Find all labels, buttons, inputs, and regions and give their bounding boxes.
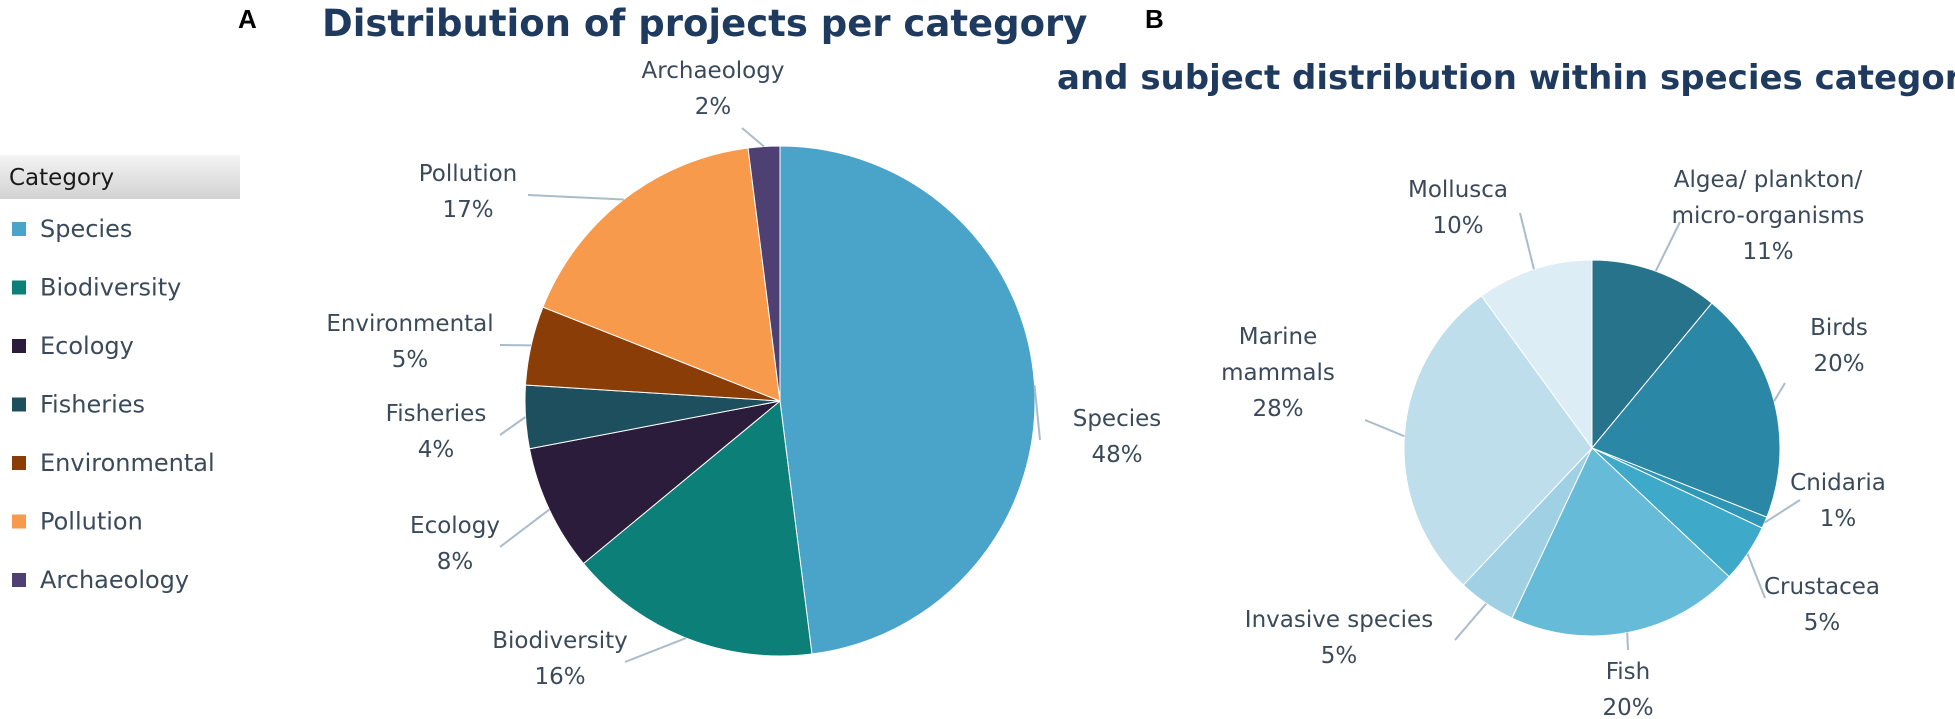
legend-swatch-ecology	[12, 339, 26, 353]
panel-letter-a: A	[238, 4, 257, 34]
pie-b-labels: Algea/ plankton/micro-organisms 11% Birds 2…	[1221, 167, 1886, 719]
legend-item-archaeology: Archaeology	[40, 566, 189, 594]
pie-b	[1403, 259, 1781, 637]
pie-a-leader-pollution	[527, 194, 624, 201]
panel-letter-b: B	[1145, 4, 1164, 34]
pie-a-value-fisheries: 4%	[418, 437, 455, 463]
pie-b-leader-algea-plankton-micro-organisms	[1654, 221, 1681, 272]
pie-a-labels: Species 48% Biodiversity 16% Ecology 8% Fisher…	[326, 58, 1161, 690]
pie-b-label-fish: Fish	[1606, 659, 1651, 685]
pie-b-leader-invasive-species	[1454, 602, 1488, 641]
pie-b-value-marine-mammals: 28%	[1252, 396, 1303, 422]
legend-item-environmental: Environmental	[40, 449, 215, 477]
pie-a	[524, 145, 1036, 657]
legend-title: Category	[9, 165, 114, 191]
legend: Category Species Biodiversity Ecology Fishe…	[0, 155, 240, 594]
pie-a-label-ecology: Ecology	[410, 513, 500, 539]
pie-a-label-biodiversity: Biodiversity	[492, 628, 627, 654]
legend-swatch-archaeology	[12, 573, 26, 587]
pie-a-leader-archaeology	[741, 127, 765, 148]
pie-b-value-cnidaria: 1%	[1820, 506, 1857, 532]
pie-a-leader-ecology	[499, 508, 550, 548]
pie-b-value-mollusca: 10%	[1432, 213, 1483, 239]
pie-a-leaders	[499, 127, 1041, 663]
legend-swatch-species	[12, 222, 26, 236]
pie-a-leader-fisheries	[499, 416, 527, 436]
pie-a-value-environmental: 5%	[392, 347, 429, 373]
pie-b-leader-marine-mammals	[1364, 419, 1405, 438]
pie-a-label-fisheries: Fisheries	[386, 401, 487, 427]
pie-a-label-pollution: Pollution	[419, 161, 518, 187]
pie-a-leader-species	[1033, 384, 1041, 441]
pie-a-value-ecology: 8%	[437, 549, 474, 575]
pie-b-label-algea-plankton-micro-organisms-line-1: Algea/ plankton/	[1674, 167, 1863, 193]
pie-b-slice-marine-mammals	[1403, 295, 1593, 586]
legend-header	[0, 155, 240, 199]
pie-b-label-cnidaria: Cnidaria	[1790, 470, 1886, 496]
pie-b-label-birds: Birds	[1810, 315, 1868, 341]
legend-swatch-biodiversity	[12, 280, 26, 295]
pie-b-leaders	[1364, 212, 1801, 651]
legend-item-biodiversity: Biodiversity	[40, 274, 181, 302]
legend-swatch-environmental	[12, 456, 26, 470]
pie-b-value-birds: 20%	[1813, 351, 1864, 377]
pie-b-label-algea-plankton-micro-organisms-line-2: micro-organisms	[1672, 203, 1865, 229]
pie-b-slice-fish	[1511, 447, 1730, 637]
pie-a-value-biodiversity: 16%	[534, 664, 585, 690]
pie-b-slice-algea-plankton-micro-organisms	[1591, 259, 1713, 450]
pie-b-leader-fish	[1626, 632, 1629, 651]
pie-b-value-fish: 20%	[1602, 695, 1653, 719]
pie-b-leader-mollusca	[1519, 212, 1535, 270]
pie-b-slice-birds	[1591, 302, 1781, 518]
pie-a-slice-biodiversity	[582, 400, 813, 657]
pie-b-leader-crustacea	[1746, 553, 1766, 599]
pie-a-value-archaeology: 2%	[695, 94, 732, 120]
pie-a-label-species: Species	[1073, 406, 1162, 432]
pie-b-value-algea-plankton-micro-organisms: 11%	[1742, 239, 1793, 265]
legend-item-ecology: Ecology	[40, 332, 134, 360]
pie-a-leader-biodiversity	[624, 637, 687, 663]
pie-a-value-pollution: 17%	[442, 197, 493, 223]
pie-a-slice-species	[779, 145, 1036, 655]
pie-b-label-invasive-species: Invasive species	[1245, 607, 1433, 633]
pie-b-label-crustacea: Crustacea	[1764, 574, 1880, 600]
pie-b-value-invasive-species: 5%	[1321, 643, 1358, 669]
legend-item-species: Species	[40, 215, 132, 243]
pie-b-value-crustacea: 5%	[1804, 610, 1841, 636]
legend-item-pollution: Pollution	[40, 508, 143, 536]
legend-swatch-fisheries	[12, 397, 26, 412]
pie-b-slice-mollusca	[1480, 259, 1593, 450]
pie-a-value-species: 48%	[1091, 442, 1142, 468]
pie-b-label-mollusca: Mollusca	[1408, 177, 1508, 203]
legend-item-fisheries: Fisheries	[40, 391, 145, 419]
pie-b-leader-cnidaria	[1763, 499, 1801, 524]
chart-a-title: Distribution of projects per category	[322, 2, 1087, 45]
legend-swatch-pollution	[12, 514, 26, 529]
chart-b-title: and subject distribution within species …	[1057, 58, 1955, 98]
pie-b-leader-birds	[1773, 382, 1786, 402]
pie-b-label-marine-mammals-line-2: mammals	[1221, 360, 1335, 386]
pie-a-slice-pollution	[542, 147, 781, 402]
pie-a-label-environmental: Environmental	[326, 311, 493, 337]
pie-a-label-archaeology: Archaeology	[642, 58, 785, 84]
pie-b-label-marine-mammals-line-1: Marine	[1239, 324, 1318, 350]
